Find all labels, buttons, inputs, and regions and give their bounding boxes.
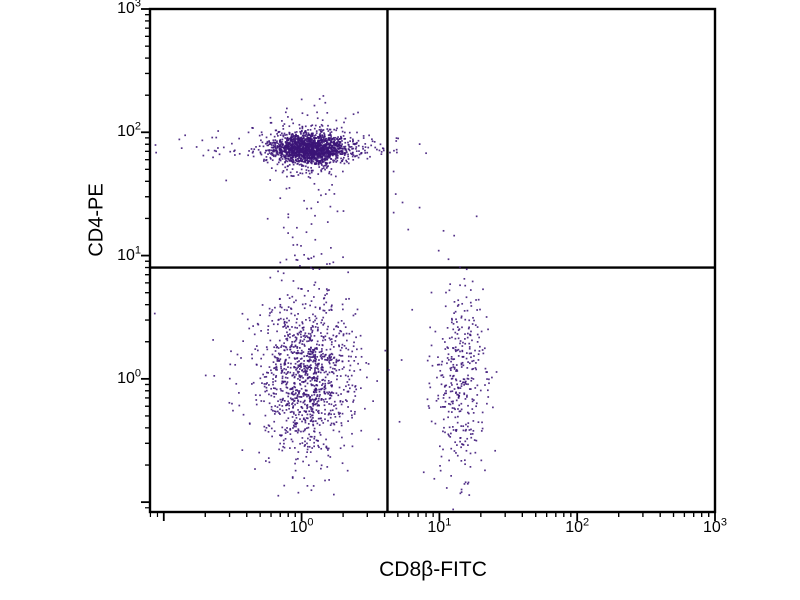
y-tick-label: 103 bbox=[117, 0, 141, 17]
y-tick-label: 102 bbox=[117, 120, 141, 141]
y-tick-label: 101 bbox=[117, 244, 141, 264]
x-tick-label: 101 bbox=[427, 516, 452, 536]
x-axis-title: CD8β-FITC bbox=[379, 558, 487, 581]
x-tick-label: 102 bbox=[565, 516, 590, 536]
y-axis-title: CD4-PE bbox=[85, 183, 108, 257]
y-tick-label: 100 bbox=[117, 367, 141, 387]
x-tick-label: 103 bbox=[703, 516, 727, 536]
x-tick-label: 100 bbox=[289, 516, 314, 536]
